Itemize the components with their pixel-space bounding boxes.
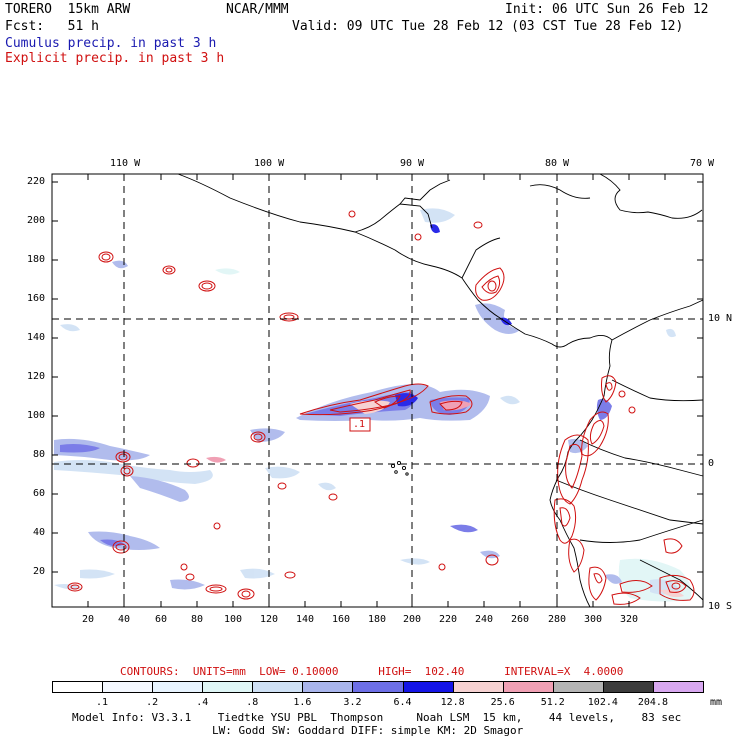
x-tick-220: 220 <box>439 614 458 625</box>
x-tick-160: 160 <box>332 614 351 625</box>
explicit-precip-label: Explicit precip. in past 3 h <box>5 51 225 66</box>
colorbar-unit: mm <box>710 697 723 708</box>
colorbar-label: 3.2 <box>343 697 362 708</box>
lon-label-110w: 110 W <box>110 158 141 169</box>
x-tick-320: 320 <box>620 614 639 625</box>
colorbar-swatch <box>152 681 204 693</box>
colorbar-swatch <box>302 681 354 693</box>
y-tick-140: 140 <box>27 332 46 343</box>
colorbar-swatch <box>352 681 404 693</box>
x-tick-180: 180 <box>368 614 387 625</box>
colorbar-swatch <box>402 681 454 693</box>
colorbar-swatch <box>502 681 554 693</box>
lon-label-80w: 80 W <box>545 158 570 169</box>
colorbar-label: 6.4 <box>393 697 412 708</box>
lat-label-10s: 10 S <box>708 601 733 612</box>
coastlines <box>177 173 704 608</box>
y-tick-80: 80 <box>33 449 46 460</box>
lat-lon-grid <box>52 174 703 607</box>
x-tick-200: 200 <box>403 614 422 625</box>
x-tick-40: 40 <box>118 614 131 625</box>
colorbar-swatch <box>452 681 504 693</box>
lon-label-70w: 70 W <box>690 158 715 169</box>
colorbar-swatch <box>652 681 704 693</box>
forecast-hour: Fcst: 51 h <box>5 19 99 34</box>
x-tick-280: 280 <box>548 614 567 625</box>
contour-label-box <box>349 417 371 432</box>
x-tick-260: 260 <box>511 614 530 625</box>
y-tick-120: 120 <box>27 371 46 382</box>
model-info: Model Info: V3.3.1 Tiedtke YSU PBL Thomp… <box>72 711 682 724</box>
colorbar-swatch <box>102 681 154 693</box>
colorbar-label: 204.8 <box>637 697 668 708</box>
y-tick-200: 200 <box>27 215 46 226</box>
x-tick-240: 240 <box>475 614 494 625</box>
colorbar-label: .1 <box>96 697 109 708</box>
lat-label-10n: 10 N <box>708 313 733 324</box>
colorbar-label: .4 <box>196 697 209 708</box>
colorbar-swatch <box>552 681 604 693</box>
colorbar-label: 102.4 <box>587 697 618 708</box>
colorbar-label: 25.6 <box>490 697 515 708</box>
org-label: NCAR/MMM <box>226 2 289 17</box>
lon-label-90w: 90 W <box>400 158 425 169</box>
axis-ticks <box>52 174 703 607</box>
colorbar-label: 1.6 <box>293 697 312 708</box>
x-tick-80: 80 <box>191 614 204 625</box>
y-tick-220: 220 <box>27 176 46 187</box>
colorbar-label: 51.2 <box>540 697 565 708</box>
lat-label-0: 0 <box>708 458 715 469</box>
y-tick-60: 60 <box>33 488 46 499</box>
model-title: TORERO 15km ARW <box>5 2 131 17</box>
colorbar-label: .8 <box>246 697 259 708</box>
y-tick-100: 100 <box>27 410 46 421</box>
colorbar-swatch <box>602 681 654 693</box>
valid-time: Valid: 09 UTC Tue 28 Feb 12 (03 CST Tue … <box>292 19 684 34</box>
x-tick-100: 100 <box>224 614 243 625</box>
colorbar-label: .2 <box>146 697 159 708</box>
x-tick-140: 140 <box>296 614 315 625</box>
x-tick-300: 300 <box>584 614 603 625</box>
x-tick-120: 120 <box>260 614 279 625</box>
colorbar-swatch <box>202 681 254 693</box>
contour-info: CONTOURS: UNITS=mm LOW= 0.10000 HIGH= 10… <box>120 665 624 678</box>
y-tick-180: 180 <box>27 254 46 265</box>
init-time: Init: 06 UTC Sun 26 Feb 12 <box>505 2 709 17</box>
y-tick-20: 20 <box>33 566 46 577</box>
lon-label-100w: 100 W <box>254 158 285 169</box>
colorbar <box>52 681 704 693</box>
x-tick-20: 20 <box>82 614 95 625</box>
colorbar-swatch <box>252 681 304 693</box>
x-tick-60: 60 <box>155 614 168 625</box>
colorbar-swatch <box>52 681 104 693</box>
cumulus-precip-label: Cumulus precip. in past 3 h <box>5 36 217 51</box>
explicit-precip-contours <box>67 210 695 605</box>
model-physics: LW: Godd SW: Goddard DIFF: simple KM: 2D… <box>212 724 524 737</box>
contour-label: .1 <box>353 419 366 430</box>
y-tick-40: 40 <box>33 527 46 538</box>
y-tick-160: 160 <box>27 293 46 304</box>
colorbar-label: 12.8 <box>440 697 465 708</box>
